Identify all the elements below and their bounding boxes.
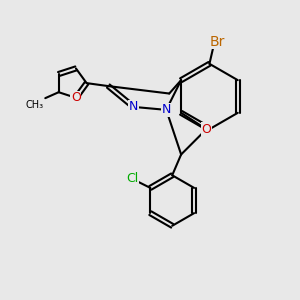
Text: Cl: Cl — [126, 172, 139, 185]
Text: N: N — [129, 100, 138, 113]
Text: CH₃: CH₃ — [26, 100, 44, 110]
Text: N: N — [162, 103, 171, 116]
Text: O: O — [202, 123, 211, 136]
Text: Br: Br — [209, 34, 225, 49]
Text: O: O — [71, 91, 81, 104]
